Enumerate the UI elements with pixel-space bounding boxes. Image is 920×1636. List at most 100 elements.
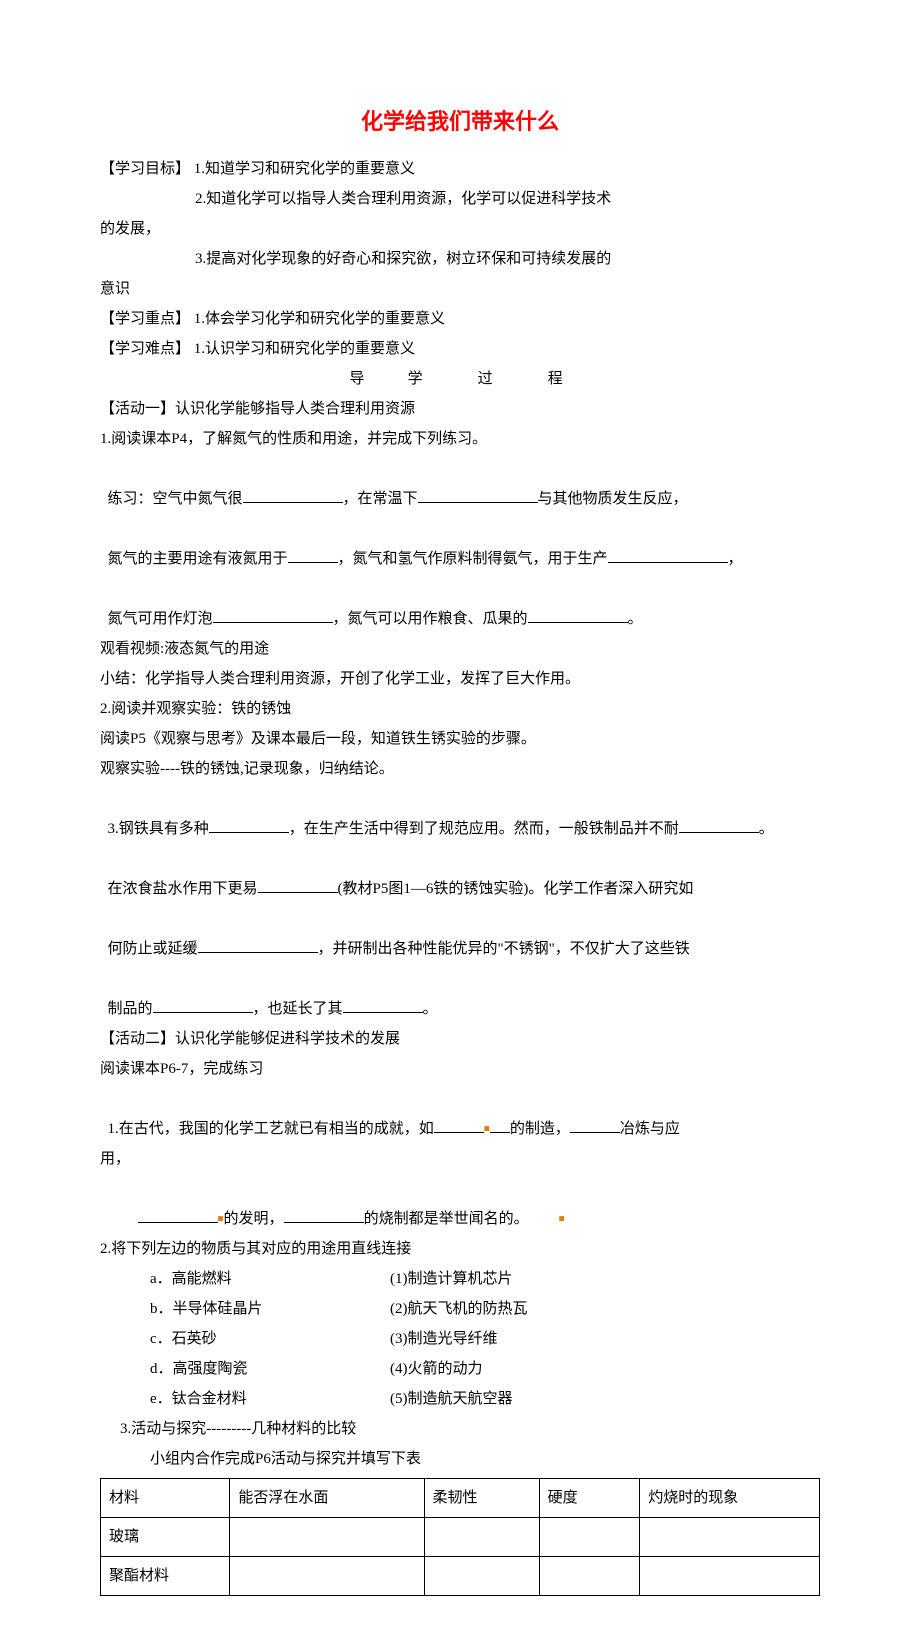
table-cell[interactable] bbox=[539, 1557, 640, 1596]
table-header-cell: 能否浮在水面 bbox=[230, 1479, 424, 1518]
blank-field[interactable] bbox=[284, 1205, 364, 1223]
a21-text-c: 冶炼与应 bbox=[620, 1121, 680, 1137]
a13-text-i: ，也延长了其 bbox=[253, 1001, 343, 1017]
diff-label: 【学习难点】 bbox=[100, 341, 190, 357]
table-header-row: 材料 能否浮在水面 柔韧性 硬度 灼烧时的现象 bbox=[101, 1479, 820, 1518]
blank-field[interactable] bbox=[570, 1115, 620, 1133]
exercise-1-line-1: 练习：空气中氮气很 ，在常温下 与其他物质发生反应， bbox=[100, 454, 820, 514]
table-header-cell: 灼烧时的现象 bbox=[640, 1479, 820, 1518]
a21-text-a: 1.在古代，我国的化学工艺就已有相当的成就，如 bbox=[108, 1121, 434, 1137]
goal-3: 3.提高对化学现象的好奇心和探究欲，树立环保和可持续发展的 bbox=[100, 244, 820, 274]
blank-field[interactable] bbox=[138, 1205, 218, 1223]
blank-field[interactable] bbox=[608, 545, 728, 563]
activity-1-2: 2.阅读并观察实验：铁的锈蚀 bbox=[100, 694, 820, 724]
match-left-e: e．钛合金材料 bbox=[100, 1384, 390, 1414]
activity-2-3a: 小组内合作完成P6活动与探究并填写下表 bbox=[100, 1444, 820, 1474]
table-header-cell: 柔韧性 bbox=[424, 1479, 539, 1518]
focus-line: 【学习重点】 1.体会学习化学和研究化学的重要意义 bbox=[100, 304, 820, 334]
blank-field[interactable] bbox=[213, 605, 333, 623]
a13-text-a: 3.钢铁具有多种 bbox=[108, 821, 209, 837]
activity-1-1: 1.阅读课本P4，了解氮气的性质和用途，并完成下列练习。 bbox=[100, 424, 820, 454]
a13-text-e: (教材P5图1—6铁的锈蚀实验)。化学工作者深入研究如 bbox=[338, 881, 694, 897]
a21-text-b: 的制造， bbox=[510, 1121, 570, 1137]
a13-text-h: 制品的 bbox=[108, 1001, 153, 1017]
blank-field[interactable] bbox=[343, 995, 423, 1013]
activity-2-1-line-1: 1.在古代，我国的化学工艺就已有相当的成就，如■的制造，冶炼与应 bbox=[100, 1084, 820, 1144]
ex2-text-c: ， bbox=[728, 551, 743, 567]
activity-2-read: 阅读课本P6-7，完成练习 bbox=[100, 1054, 820, 1084]
ex1-text-b: ，在常温下 bbox=[343, 491, 418, 507]
ex2-text-b: ，氮气和氢气作原料制得氨气，用于生产 bbox=[338, 551, 608, 567]
ex1-text-c: 与其他物质发生反应， bbox=[538, 491, 688, 507]
match-row: a．高能燃料(1)制造计算机芯片 bbox=[100, 1264, 820, 1294]
blank-field[interactable] bbox=[198, 935, 318, 953]
activity-2-label: 【活动二】认识化学能够促进科学技术的发展 bbox=[100, 1024, 820, 1054]
match-left-d: d．高强度陶瓷 bbox=[100, 1354, 390, 1384]
activity-1-3-line-1: 3.钢铁具有多种 ，在生产生活中得到了规范应用。然而，一般铁制品并不耐 。 bbox=[100, 784, 820, 844]
a13-text-b: ，在生产生活中得到了规范应用。然而，一般铁制品并不耐 bbox=[289, 821, 679, 837]
match-right-3: (3)制造光导纤维 bbox=[390, 1324, 820, 1354]
goal-3b: 意识 bbox=[100, 274, 820, 304]
exercise-1-line-3: 氮气可用作灯泡，氮气可以用作粮食、瓜果的。 bbox=[100, 574, 820, 634]
diff-1: 1.认识学习和研究化学的重要意义 bbox=[190, 341, 415, 357]
table-cell[interactable] bbox=[230, 1557, 424, 1596]
ex3-text-c: 。 bbox=[628, 611, 643, 627]
table-cell: 玻璃 bbox=[101, 1518, 230, 1557]
match-left-a: a．高能燃料 bbox=[100, 1264, 390, 1294]
goal-2: 2.知道化学可以指导人类合理利用资源，化学可以促进科学技术 bbox=[100, 184, 820, 214]
goals-label: 【学习目标】 bbox=[100, 161, 190, 177]
table-cell: 聚酯材料 bbox=[101, 1557, 230, 1596]
table-cell[interactable] bbox=[539, 1518, 640, 1557]
table-header-cell: 材料 bbox=[101, 1479, 230, 1518]
match-right-4: (4)火箭的动力 bbox=[390, 1354, 820, 1384]
table-cell[interactable] bbox=[640, 1557, 820, 1596]
table-cell[interactable] bbox=[230, 1518, 424, 1557]
activity-2-2: 2.将下列左边的物质与其对应的用途用直线连接 bbox=[100, 1234, 820, 1264]
table-row: 玻璃 bbox=[101, 1518, 820, 1557]
a13-text-f: 何防止或延缓 bbox=[108, 941, 198, 957]
activity-1-3-line-2: 在浓食盐水作用下更易 (教材P5图1—6铁的锈蚀实验)。化学工作者深入研究如 bbox=[100, 844, 820, 904]
page-title: 化学给我们带来什么 bbox=[100, 100, 820, 144]
summary-line: 小结：化学指导人类合理利用资源，开创了化学工业，发挥了巨大作用。 bbox=[100, 664, 820, 694]
goal-2b: 的发展， bbox=[100, 214, 820, 244]
activity-1-3-line-4: 制品的，也延长了其。 bbox=[100, 964, 820, 1024]
a21-text-f: 的烧制都是举世闻名的。 bbox=[364, 1211, 529, 1227]
ex2-text-a: 氮气的主要用途有液氮用于 bbox=[108, 551, 288, 567]
match-row: b．半导体硅晶片(2)航天飞机的防热瓦 bbox=[100, 1294, 820, 1324]
blank-field[interactable] bbox=[528, 605, 628, 623]
diff-line: 【学习难点】 1.认识学习和研究化学的重要意义 bbox=[100, 334, 820, 364]
activity-1-2a: 阅读P5《观察与思考》及课本最后一段，知道铁生锈实验的步骤。 bbox=[100, 724, 820, 754]
table-cell[interactable] bbox=[640, 1518, 820, 1557]
a13-text-c: 。 bbox=[759, 821, 774, 837]
blank-field[interactable] bbox=[243, 485, 343, 503]
a21-text-e: 的发明， bbox=[224, 1211, 284, 1227]
match-row: c．石英砂(3)制造光导纤维 bbox=[100, 1324, 820, 1354]
activity-2-1-line-2: ■的发明，的烧制都是举世闻名的。■ bbox=[100, 1174, 820, 1234]
activity-2-3: 3.活动与探究---------几种材料的比较 bbox=[100, 1414, 820, 1444]
exercise-1-line-2: 氮气的主要用途有液氮用于 ，氮气和氢气作原料制得氨气，用于生产 ， bbox=[100, 514, 820, 574]
focus-1: 1.体会学习化学和研究化学的重要意义 bbox=[190, 311, 445, 327]
activity-1-3-line-3: 何防止或延缓，并研制出各种性能优异的"不锈钢"，不仅扩大了这些铁 bbox=[100, 904, 820, 964]
blank-field[interactable] bbox=[418, 485, 538, 503]
table-cell[interactable] bbox=[424, 1557, 539, 1596]
blank-field[interactable] bbox=[490, 1115, 510, 1133]
match-row: e．钛合金材料(5)制造航天航空器 bbox=[100, 1384, 820, 1414]
blank-field[interactable] bbox=[258, 875, 338, 893]
a13-text-d: 在浓食盐水作用下更易 bbox=[108, 881, 258, 897]
blank-field[interactable] bbox=[153, 995, 253, 1013]
focus-label: 【学习重点】 bbox=[100, 311, 190, 327]
blank-field[interactable] bbox=[679, 815, 759, 833]
ex1-text-a: 练习：空气中氮气很 bbox=[108, 491, 243, 507]
goal-1: 1.知道学习和研究化学的重要意义 bbox=[190, 161, 415, 177]
table-cell[interactable] bbox=[424, 1518, 539, 1557]
blank-field[interactable] bbox=[288, 545, 338, 563]
blank-field[interactable] bbox=[434, 1115, 484, 1133]
match-row: d．高强度陶瓷(4)火箭的动力 bbox=[100, 1354, 820, 1384]
match-right-1: (1)制造计算机芯片 bbox=[390, 1264, 820, 1294]
activity-1-2b: 观察实验----铁的锈蚀,记录现象，归纳结论。 bbox=[100, 754, 820, 784]
ex3-text-a: 氮气可用作灯泡 bbox=[108, 611, 213, 627]
match-left-b: b．半导体硅晶片 bbox=[100, 1294, 390, 1324]
blank-field[interactable] bbox=[209, 815, 289, 833]
table-row: 聚酯材料 bbox=[101, 1557, 820, 1596]
goals-line-1: 【学习目标】 1.知道学习和研究化学的重要意义 bbox=[100, 154, 820, 184]
